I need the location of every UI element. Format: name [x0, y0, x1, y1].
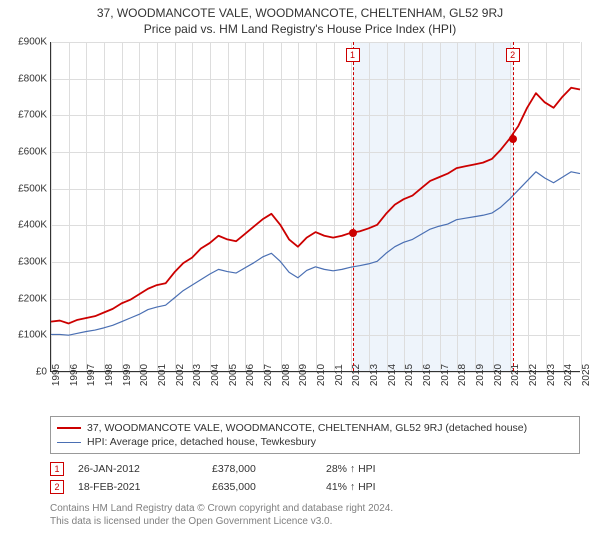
y-tick-label: £300K [18, 257, 51, 268]
callout-box: 1 [346, 48, 360, 62]
legend-swatch [57, 442, 81, 443]
transaction-price: £635,000 [212, 481, 312, 493]
attribution-footer: Contains HM Land Registry data © Crown c… [50, 502, 580, 528]
y-tick-label: £600K [18, 147, 51, 158]
legend-row: 37, WOODMANCOTE VALE, WOODMANCOTE, CHELT… [57, 421, 573, 435]
marker-vline [353, 42, 354, 371]
y-tick-label: £400K [18, 220, 51, 231]
legend: 37, WOODMANCOTE VALE, WOODMANCOTE, CHELT… [50, 416, 580, 454]
callout-box: 2 [506, 48, 520, 62]
chart-title-subtitle: Price paid vs. HM Land Registry's House … [0, 22, 600, 36]
y-tick-label: £900K [18, 37, 51, 48]
transaction-date: 26-JAN-2012 [78, 463, 198, 475]
price-marker [349, 229, 357, 237]
price-marker [509, 135, 517, 143]
y-tick-label: £100K [18, 330, 51, 341]
transaction-delta: 28% ↑ HPI [326, 463, 446, 475]
footer-line1: Contains HM Land Registry data © Crown c… [50, 502, 580, 515]
series-line [51, 88, 580, 324]
legend-label: HPI: Average price, detached house, Tewk… [87, 436, 316, 448]
gridline-v [581, 42, 582, 371]
series-line [51, 172, 580, 335]
marker-vline [513, 42, 514, 371]
transaction-price: £378,000 [212, 463, 312, 475]
chart-area: £0 £100K £200K £300K £400K £500K £600K £700K £80… [0, 42, 600, 412]
legend-row: HPI: Average price, detached house, Tewk… [57, 435, 573, 449]
transaction-row: 1 26-JAN-2012 £378,000 28% ↑ HPI [50, 460, 580, 478]
series-svg [51, 42, 580, 371]
y-tick-label: £700K [18, 110, 51, 121]
y-tick-label: £0 [36, 367, 51, 378]
y-tick-label: £500K [18, 183, 51, 194]
y-tick-label: £800K [18, 73, 51, 84]
legend-label: 37, WOODMANCOTE VALE, WOODMANCOTE, CHELT… [87, 422, 527, 434]
transactions-table: 1 26-JAN-2012 £378,000 28% ↑ HPI 2 18-FEB-202… [50, 460, 580, 496]
footer-line2: This data is licensed under the Open Gov… [50, 515, 580, 528]
plot-area: £0£100K£200K£300K£400K£500K£600K£700K£80… [50, 42, 580, 372]
transaction-row: 2 18-FEB-2021 £635,000 41% ↑ HPI [50, 478, 580, 496]
transaction-index-box: 2 [50, 480, 64, 494]
chart-titles: 37, WOODMANCOTE VALE, WOODMANCOTE, CHELT… [0, 0, 600, 36]
transaction-index-box: 1 [50, 462, 64, 476]
legend-swatch [57, 427, 81, 429]
transaction-delta: 41% ↑ HPI [326, 481, 446, 493]
transaction-date: 18-FEB-2021 [78, 481, 198, 493]
chart-title-address: 37, WOODMANCOTE VALE, WOODMANCOTE, CHELT… [0, 6, 600, 20]
y-tick-label: £200K [18, 293, 51, 304]
x-tick-label: 2025 [581, 364, 592, 386]
